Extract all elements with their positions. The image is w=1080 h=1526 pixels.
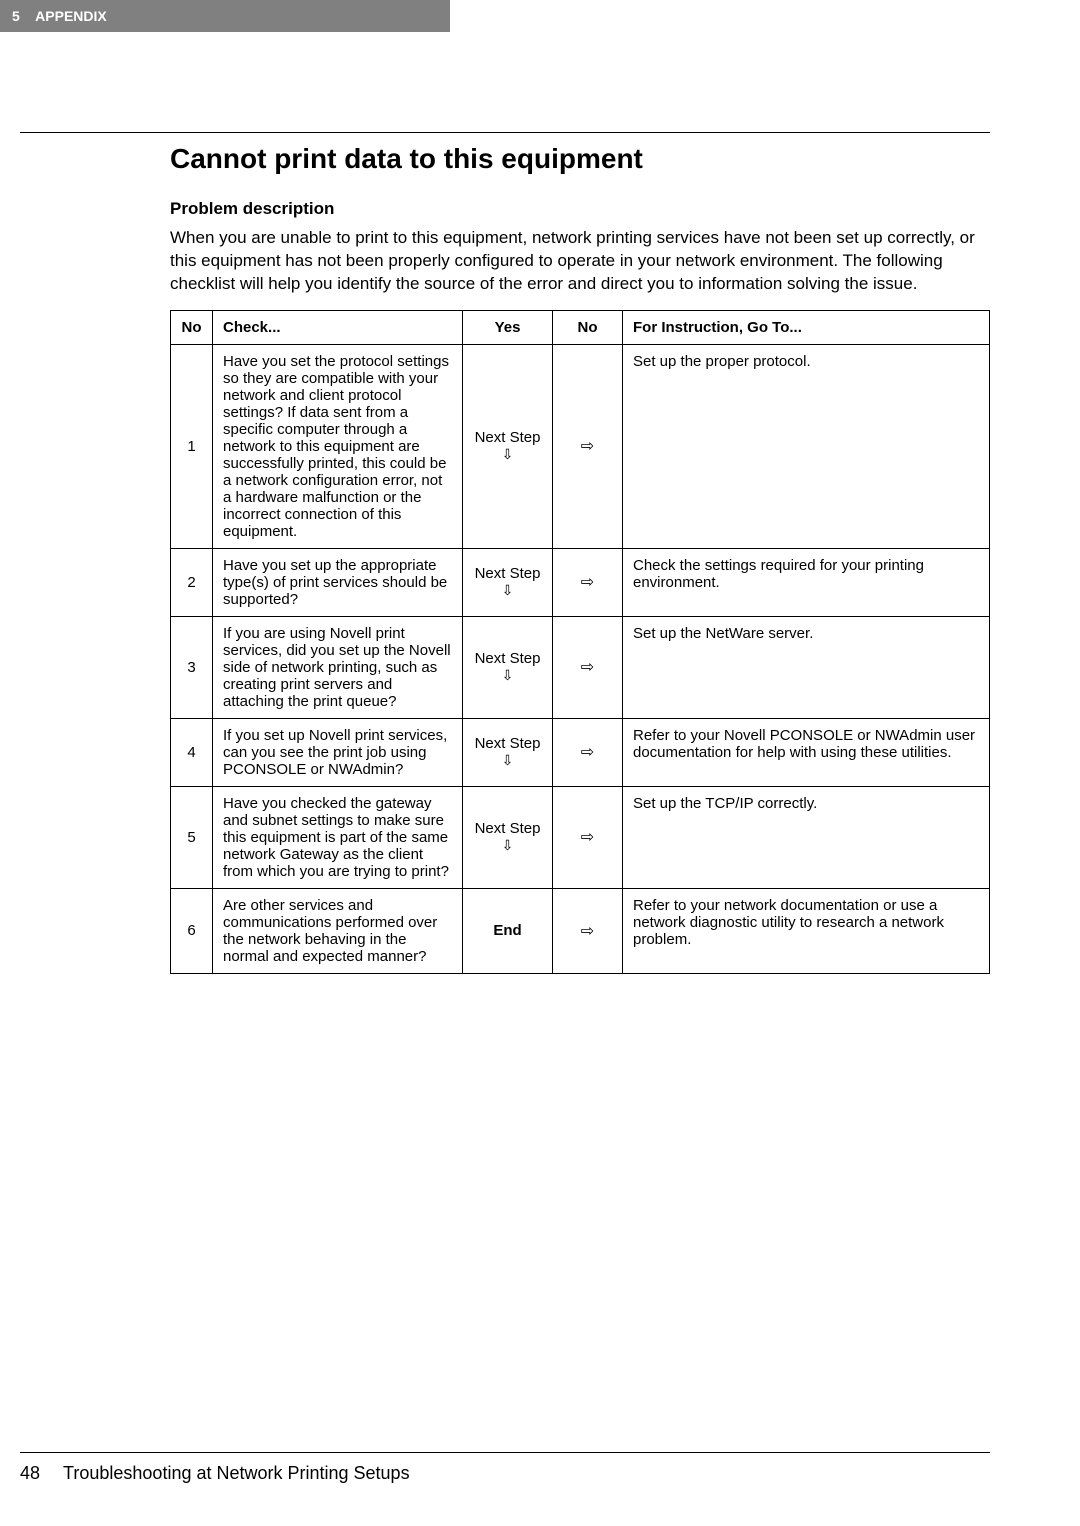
row-no: 1 xyxy=(171,344,213,548)
right-arrow-icon: ⇨ xyxy=(581,829,594,846)
down-arrow-icon: ⇩ xyxy=(473,583,542,598)
row-yes: End xyxy=(463,888,553,973)
row-check: Have you set the protocol settings so th… xyxy=(213,344,463,548)
right-arrow-cell: ⇨ xyxy=(553,786,623,888)
table-header-row: No Check... Yes No For Instruction, Go T… xyxy=(171,310,990,344)
table-row: 3If you are using Novell print services,… xyxy=(171,616,990,718)
row-check: Are other services and communications pe… xyxy=(213,888,463,973)
next-step-label: Next Step⇩ xyxy=(473,430,542,462)
row-instruction: Set up the NetWare server. xyxy=(623,616,990,718)
down-arrow-icon: ⇩ xyxy=(473,838,542,853)
row-yes: Next Step⇩ xyxy=(463,718,553,786)
right-arrow-cell: ⇨ xyxy=(553,616,623,718)
header-no-col: No xyxy=(553,310,623,344)
next-step-label: Next Step⇩ xyxy=(473,821,542,853)
right-arrow-icon: ⇨ xyxy=(581,574,594,591)
next-step-label: Next Step⇩ xyxy=(473,651,542,683)
right-arrow-cell: ⇨ xyxy=(553,344,623,548)
problem-subtitle: Problem description xyxy=(170,199,990,219)
next-step-label: Next Step⇩ xyxy=(473,566,542,598)
content: Cannot print data to this equipment Prob… xyxy=(0,33,1080,974)
row-yes: Next Step⇩ xyxy=(463,344,553,548)
table-row: 6Are other services and communications p… xyxy=(171,888,990,973)
header-yes: Yes xyxy=(463,310,553,344)
divider-top xyxy=(20,132,990,133)
row-yes: Next Step⇩ xyxy=(463,548,553,616)
row-no: 3 xyxy=(171,616,213,718)
row-check: Have you checked the gateway and subnet … xyxy=(213,786,463,888)
header-check: Check... xyxy=(213,310,463,344)
header-instruction: For Instruction, Go To... xyxy=(623,310,990,344)
page-title: Cannot print data to this equipment xyxy=(170,143,990,175)
row-no: 5 xyxy=(171,786,213,888)
section-title: APPENDIX xyxy=(35,8,107,24)
row-instruction: Check the settings required for your pri… xyxy=(623,548,990,616)
row-instruction: Refer to your network documentation or u… xyxy=(623,888,990,973)
row-check: Have you set up the appropriate type(s) … xyxy=(213,548,463,616)
row-check: If you set up Novell print services, can… xyxy=(213,718,463,786)
header-no: No xyxy=(171,310,213,344)
table-row: 1Have you set the protocol settings so t… xyxy=(171,344,990,548)
row-no: 6 xyxy=(171,888,213,973)
footer: 48 Troubleshooting at Network Printing S… xyxy=(20,1452,990,1484)
row-yes: Next Step⇩ xyxy=(463,616,553,718)
table-row: 5Have you checked the gateway and subnet… xyxy=(171,786,990,888)
right-arrow-icon: ⇨ xyxy=(581,744,594,761)
row-yes: Next Step⇩ xyxy=(463,786,553,888)
next-step-label: Next Step⇩ xyxy=(473,736,542,768)
row-no: 4 xyxy=(171,718,213,786)
header-bar: 5 APPENDIX xyxy=(0,0,450,32)
section-number: 5 xyxy=(12,8,20,24)
table-row: 2Have you set up the appropriate type(s)… xyxy=(171,548,990,616)
right-arrow-cell: ⇨ xyxy=(553,718,623,786)
row-no: 2 xyxy=(171,548,213,616)
table-row: 4If you set up Novell print services, ca… xyxy=(171,718,990,786)
row-check: If you are using Novell print services, … xyxy=(213,616,463,718)
down-arrow-icon: ⇩ xyxy=(473,668,542,683)
right-arrow-cell: ⇨ xyxy=(553,888,623,973)
down-arrow-icon: ⇩ xyxy=(473,447,542,462)
row-instruction: Set up the proper protocol. xyxy=(623,344,990,548)
row-instruction: Set up the TCP/IP correctly. xyxy=(623,786,990,888)
right-arrow-icon: ⇨ xyxy=(581,438,594,455)
problem-description: When you are unable to print to this equ… xyxy=(170,227,990,296)
right-arrow-icon: ⇨ xyxy=(581,659,594,676)
checklist-table: No Check... Yes No For Instruction, Go T… xyxy=(170,310,990,974)
right-arrow-icon: ⇨ xyxy=(581,923,594,940)
page-number: 48 xyxy=(20,1463,40,1483)
footer-text: Troubleshooting at Network Printing Setu… xyxy=(63,1463,410,1483)
right-arrow-cell: ⇨ xyxy=(553,548,623,616)
down-arrow-icon: ⇩ xyxy=(473,753,542,768)
row-instruction: Refer to your Novell PCONSOLE or NWAdmin… xyxy=(623,718,990,786)
end-label: End xyxy=(493,922,521,939)
